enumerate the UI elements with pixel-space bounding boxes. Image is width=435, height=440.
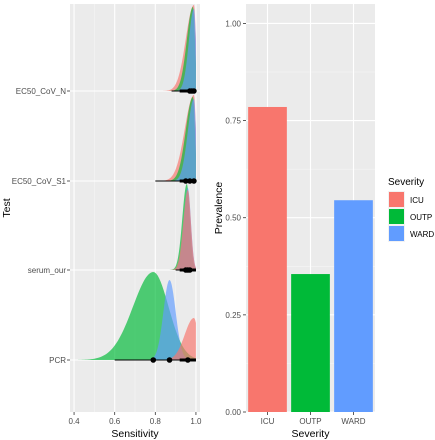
ridgeline-chart: PCR serum_our EC50_CoV_S1 EC50_CoV_N 0.4 0.6 0…	[1, 4, 202, 440]
y-tick-label: EC50_CoV_S1	[12, 177, 67, 186]
y-tick-label: serum_our	[28, 266, 67, 275]
severity-legend: Severity ICU OUTP WARD	[388, 177, 434, 242]
y-tick-label: EC50_CoV_N	[16, 87, 66, 96]
point-estimate	[166, 357, 173, 363]
bar-outp	[291, 274, 330, 412]
x-tick-label: 0.6	[109, 417, 121, 426]
x-axis-title: Sensitivity	[111, 428, 159, 440]
legend-label: ICU	[410, 196, 424, 205]
y-axis-title: Test	[1, 198, 13, 217]
legend-key-outp	[389, 209, 404, 224]
ec50-s1-ward-density	[165, 99, 196, 181]
x-tick-label: 1.0	[190, 417, 202, 426]
pcr-icu-density	[155, 318, 196, 360]
serum-icu-density	[169, 190, 196, 270]
bar-x-axis-title: Severity	[292, 428, 331, 440]
bar-y-axis-title: Prevalence	[213, 182, 225, 235]
bar-y-tick-label: 0.00	[225, 408, 241, 417]
point-estimate	[187, 178, 193, 184]
bar-x-tick-label: WARD	[341, 417, 365, 426]
x-tick-label: 0.4	[69, 417, 81, 426]
point-estimate	[191, 88, 197, 94]
legend-label: WARD	[410, 230, 434, 239]
bar-x-tick-label: OUTP	[299, 417, 321, 426]
legend-key-icu	[389, 192, 404, 207]
bar-y-tick-label: 1.00	[225, 19, 241, 28]
bar-y-tick-label: 0.25	[225, 311, 241, 320]
y-tick-label: PCR	[49, 356, 66, 365]
point-estimate	[182, 178, 189, 184]
legend-label: OUTP	[410, 213, 432, 222]
bar-x-tick-label: ICU	[261, 417, 275, 426]
x-tick-label: 0.8	[150, 417, 162, 426]
bar-y-tick-label: 0.50	[225, 214, 241, 223]
point-estimate	[187, 267, 193, 273]
point-estimate	[185, 357, 191, 363]
bar-icu	[248, 106, 287, 412]
bar-y-tick-label: 0.75	[225, 117, 241, 126]
legend-key-ward	[389, 226, 404, 241]
pcr-ward-density	[139, 280, 196, 360]
prevalence-bar-chart: ICU OUTP WARD 0.00 0.25 0.50 0.75 1.00 Severity P…	[213, 4, 375, 440]
bar-ward	[334, 200, 373, 412]
ec50-n-ward-density	[171, 9, 196, 91]
legend-title: Severity	[388, 177, 424, 188]
point-estimate	[150, 357, 157, 363]
point-estimate	[191, 178, 197, 184]
